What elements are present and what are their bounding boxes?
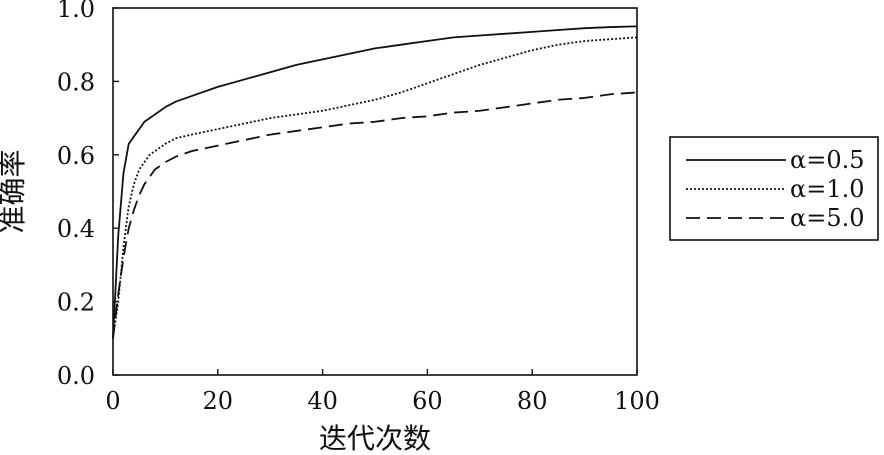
legend-label-2: α=1.0 bbox=[790, 175, 864, 203]
y-tick-label: 0.8 bbox=[57, 68, 95, 96]
y-tick-label: 0.6 bbox=[57, 142, 95, 170]
y-tick-label: 0.4 bbox=[57, 215, 95, 243]
plot-area: 0 20 40 60 80 100 0.0 0.2 0.4 0.6 0.8 1.0 bbox=[57, 0, 660, 415]
x-tick-label: 80 bbox=[517, 387, 548, 415]
plot-frame bbox=[112, 7, 638, 376]
x-axis-title: 迭代次数 bbox=[319, 422, 431, 455]
x-tick-label: 60 bbox=[412, 387, 443, 415]
x-tick-label: 0 bbox=[105, 387, 120, 415]
y-tick-label: 0.2 bbox=[57, 289, 95, 317]
y-tick-label: 1.0 bbox=[57, 0, 95, 23]
series-line-2 bbox=[112, 36, 638, 339]
x-tick-label: 20 bbox=[203, 387, 234, 415]
series-line-3 bbox=[112, 91, 638, 339]
x-tick-label: 40 bbox=[307, 387, 338, 415]
legend-label-3: α=5.0 bbox=[790, 204, 864, 232]
x-tick-label: 100 bbox=[614, 387, 660, 415]
legend-label-1: α=0.5 bbox=[790, 146, 864, 174]
y-tick-label: 0.0 bbox=[57, 362, 95, 390]
y-axis-title: 准确率 bbox=[0, 149, 29, 233]
legend: α=0.5α=1.0α=5.0 bbox=[669, 136, 879, 241]
series-line-1 bbox=[112, 25, 638, 339]
